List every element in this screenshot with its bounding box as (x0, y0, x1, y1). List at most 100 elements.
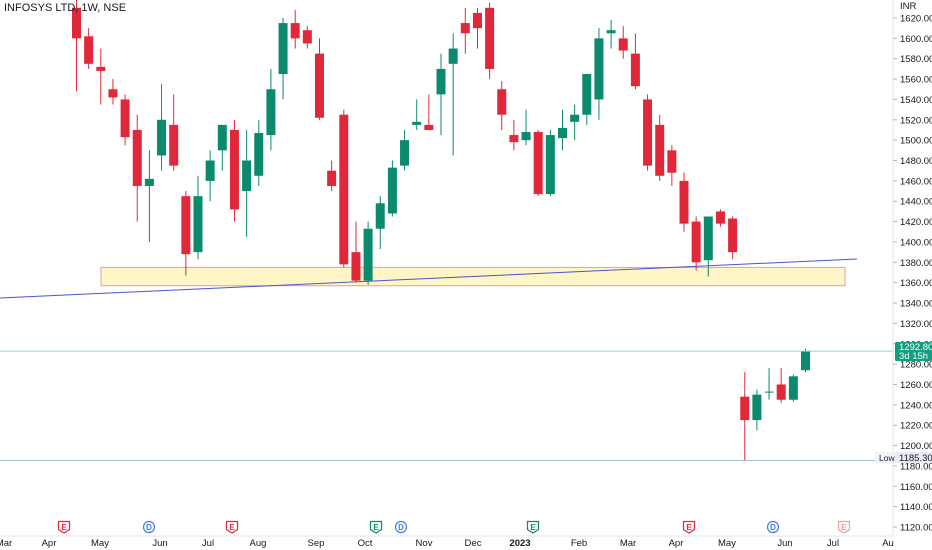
dividend-event-icon[interactable]: D (142, 520, 156, 534)
candle (375, 196, 385, 250)
chart-title: INFOSYS LTD, 1W, NSE (4, 2, 126, 14)
event-letter: E (841, 523, 847, 532)
candle-body (679, 180, 689, 224)
x-tick-label: Nov (416, 538, 433, 549)
trendline-layer (0, 258, 858, 299)
candle (72, 0, 81, 92)
candle (436, 53, 446, 136)
candle (302, 26, 312, 49)
candle-body (327, 170, 337, 186)
candle (363, 221, 373, 285)
candle-body (229, 129, 239, 210)
low-marker: Low 1185.30 (875, 452, 932, 464)
candle-body (302, 30, 312, 44)
event-badge (526, 520, 540, 534)
candle (764, 368, 774, 400)
y-tick-label: 1560.00 (900, 75, 932, 86)
y-tick-label: 1580.00 (900, 54, 932, 65)
candle (448, 33, 458, 156)
candle (157, 84, 167, 171)
candle (643, 94, 653, 171)
earnings-event-icon[interactable]: E (526, 520, 540, 534)
candle-body (618, 38, 628, 51)
candle-body (643, 99, 653, 166)
candle (558, 109, 567, 151)
candle-body (412, 121, 422, 125)
candle (181, 191, 191, 276)
earnings-event-icon[interactable]: E (837, 520, 851, 534)
candle (169, 94, 179, 171)
candle-body (497, 89, 507, 115)
candle-body (533, 132, 543, 195)
earnings-event-icon[interactable]: E (225, 520, 239, 534)
price-axis[interactable]: 1120.00 1140.00 1160.00 1180.00 1200.00 1220.… (893, 14, 932, 534)
candle (205, 150, 215, 202)
x-tick-label: Dec (465, 538, 482, 549)
candle-body (740, 396, 750, 421)
event-letter: E (686, 523, 692, 532)
earnings-event-icon[interactable]: E (682, 520, 696, 534)
candle (788, 374, 798, 402)
candle-body (315, 53, 324, 118)
candle (217, 124, 227, 171)
candle (229, 119, 239, 222)
low-label-bg (875, 452, 895, 463)
candle (485, 2, 495, 80)
candle (667, 145, 677, 186)
candle (606, 20, 616, 49)
event-letter: D (770, 523, 776, 532)
candle-body (181, 196, 191, 255)
time-axis[interactable]: Mar Apr May Jun Jul Aug Sep Oct Nov Dec 2023 Feb Mar… (0, 538, 894, 549)
candle-body (144, 178, 154, 186)
candle (679, 172, 689, 232)
candle-body (558, 127, 567, 139)
event-letter: D (146, 523, 152, 532)
x-tick-label: Jun (777, 538, 792, 549)
candles-layer (72, 0, 810, 461)
candle (521, 109, 531, 146)
earnings-event-icon[interactable]: E (369, 520, 383, 534)
candle-body (217, 124, 227, 151)
y-tick-label: 1380.00 (900, 258, 932, 269)
dividend-event-icon[interactable]: D (394, 520, 408, 534)
y-tick-label: 1540.00 (900, 95, 932, 106)
candle-body (242, 160, 252, 192)
candle-body (169, 124, 179, 166)
candle-body (266, 89, 276, 136)
y-tick-label: 1600.00 (900, 34, 932, 45)
candle-body (801, 351, 810, 371)
y-tick-label: 1460.00 (900, 176, 932, 187)
event-badge (57, 520, 71, 534)
candle (351, 221, 361, 283)
x-tick-label: Aug (250, 538, 267, 549)
candle-body (715, 211, 725, 224)
y-tick-label: 1220.00 (900, 421, 932, 432)
y-tick-label: 1160.00 (900, 482, 932, 493)
candle-body (630, 53, 640, 87)
y-tick-label: 1320.00 (900, 319, 932, 330)
candle (254, 119, 264, 186)
event-badge (225, 520, 239, 534)
x-tick-label: 2023 (509, 538, 530, 549)
candle-body (72, 7, 81, 39)
candle (387, 160, 397, 217)
trendline[interactable] (0, 258, 858, 299)
y-tick-label: 1180.00 (900, 461, 932, 472)
candle-body (570, 114, 580, 122)
y-tick-label: 1120.00 (900, 523, 932, 534)
dividend-event-icon[interactable]: D (766, 520, 780, 534)
candle (266, 68, 276, 151)
candle-body (108, 89, 118, 98)
x-tick-label: Au (882, 538, 894, 549)
earnings-event-icon[interactable]: E (57, 520, 71, 534)
candle-body (545, 135, 555, 195)
x-tick-label: Apr (42, 538, 57, 549)
candle-body (363, 228, 373, 281)
event-badge (369, 520, 383, 534)
candle (278, 18, 288, 100)
candle-body (728, 218, 738, 253)
event-letter: E (61, 523, 67, 532)
current-price-tag-bg (895, 342, 932, 361)
